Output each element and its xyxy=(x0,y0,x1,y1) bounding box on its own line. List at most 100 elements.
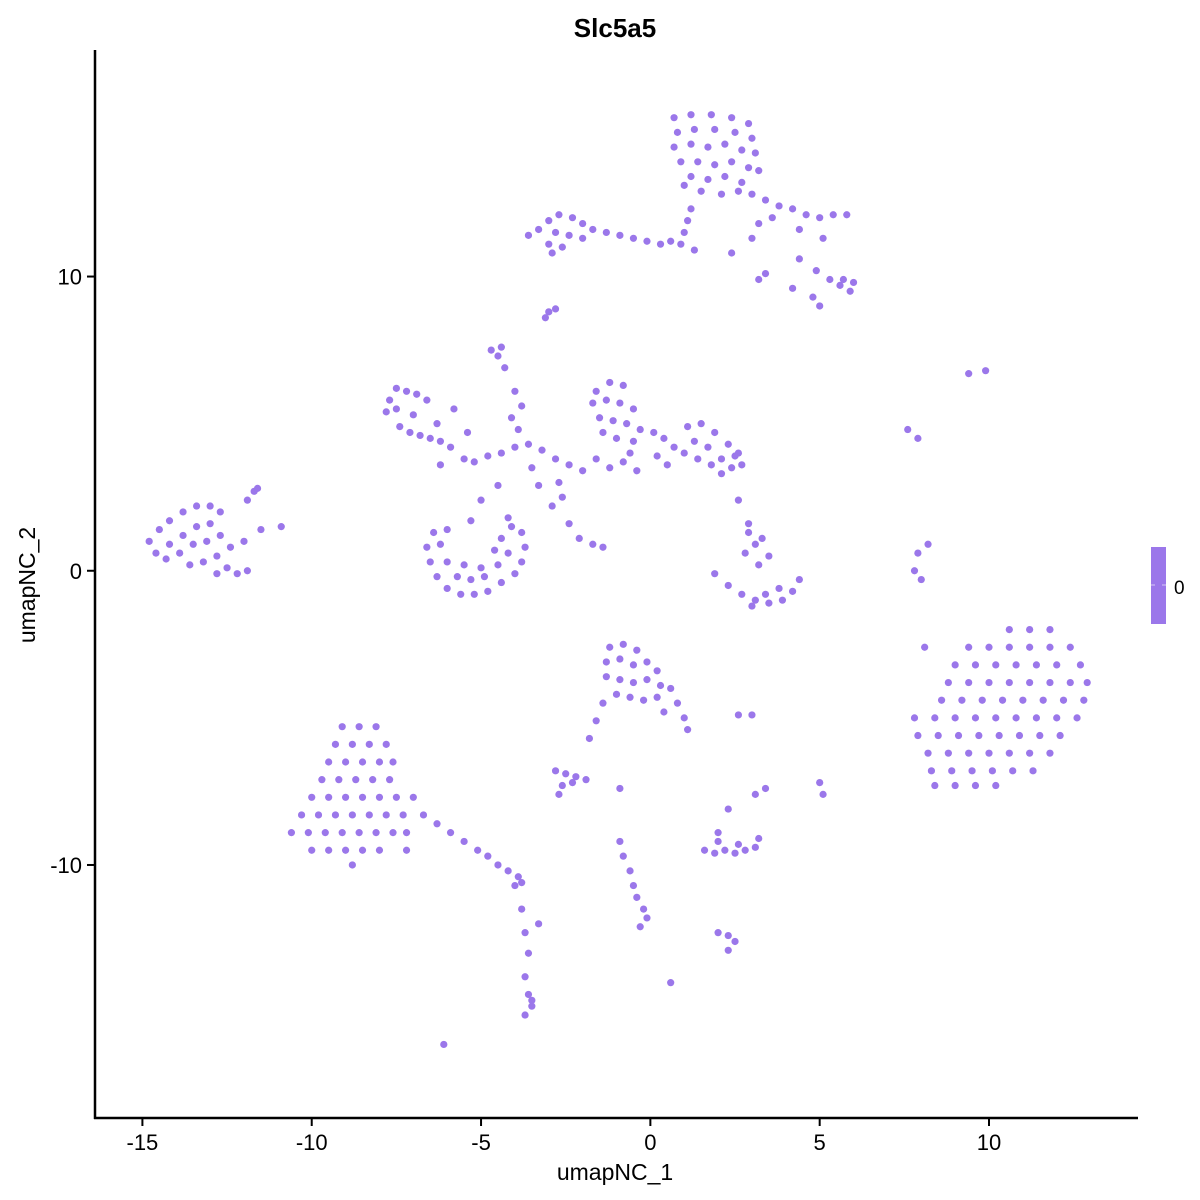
data-point xyxy=(348,861,356,869)
data-point xyxy=(355,723,363,731)
data-point xyxy=(829,211,837,219)
data-point xyxy=(914,731,922,740)
data-point xyxy=(697,420,705,428)
data-point xyxy=(467,517,475,525)
data-point xyxy=(1012,714,1020,722)
data-point xyxy=(748,711,756,719)
data-point xyxy=(934,731,942,740)
data-point xyxy=(457,590,465,598)
data-point xyxy=(548,249,556,257)
data-point xyxy=(673,699,682,707)
data-point xyxy=(338,829,346,837)
data-point xyxy=(924,540,932,548)
data-point xyxy=(734,496,743,504)
data-point xyxy=(998,696,1007,704)
data-point xyxy=(629,661,638,669)
data-point xyxy=(484,587,492,595)
data-point xyxy=(788,284,797,292)
data-point xyxy=(656,240,665,248)
data-point xyxy=(978,696,986,704)
data-point xyxy=(484,852,492,860)
data-point xyxy=(433,820,441,828)
data-point xyxy=(443,525,451,534)
data-point xyxy=(1026,643,1034,651)
data-point xyxy=(192,523,201,531)
data-point xyxy=(748,190,756,198)
data-point xyxy=(528,464,536,472)
data-point xyxy=(992,661,1000,669)
data-point xyxy=(325,758,333,766)
data-point xyxy=(728,464,736,472)
x-tick-label: 0 xyxy=(644,1130,656,1155)
data-point xyxy=(545,308,553,316)
data-point xyxy=(528,1002,536,1010)
data-point xyxy=(917,575,925,584)
data-point xyxy=(629,234,638,242)
data-point xyxy=(711,125,719,134)
data-point xyxy=(633,893,641,901)
data-point xyxy=(518,879,526,887)
x-tick-label: -10 xyxy=(296,1130,328,1155)
data-point xyxy=(744,119,753,128)
data-point xyxy=(1076,661,1085,669)
data-point xyxy=(619,852,627,860)
data-point xyxy=(145,537,153,545)
x-tick-label: 10 xyxy=(977,1130,1001,1155)
data-point xyxy=(643,914,651,922)
data-point xyxy=(358,793,367,801)
data-point xyxy=(704,175,712,184)
data-point xyxy=(165,540,174,548)
data-point xyxy=(629,678,638,687)
data-point xyxy=(653,693,661,701)
data-point xyxy=(914,434,922,442)
data-point xyxy=(423,396,431,404)
data-point xyxy=(331,740,340,748)
data-point xyxy=(616,231,624,239)
data-point xyxy=(714,837,722,846)
data-point xyxy=(538,446,546,454)
data-point xyxy=(416,431,424,440)
data-point xyxy=(985,749,993,757)
data-point xyxy=(562,770,570,778)
data-point xyxy=(558,493,566,501)
data-point xyxy=(430,528,438,537)
data-point xyxy=(816,778,824,787)
data-point xyxy=(507,523,516,531)
data-point xyxy=(440,1040,448,1049)
data-point xyxy=(761,784,770,793)
data-point xyxy=(744,520,753,528)
data-point xyxy=(192,502,201,510)
data-point xyxy=(937,696,946,704)
data-point xyxy=(460,455,468,463)
data-point xyxy=(521,929,529,937)
data-point xyxy=(297,811,306,819)
data-point xyxy=(724,440,732,448)
data-point xyxy=(626,449,634,457)
data-point xyxy=(690,125,698,134)
data-point xyxy=(477,496,485,504)
data-point xyxy=(443,558,451,566)
data-point xyxy=(1005,626,1013,634)
data-point xyxy=(971,661,980,669)
data-point xyxy=(704,143,712,151)
data-point xyxy=(724,805,732,813)
data-point xyxy=(629,881,638,890)
data-point xyxy=(1046,626,1054,634)
data-point xyxy=(1026,678,1034,687)
data-point xyxy=(653,452,661,460)
data-point xyxy=(243,496,251,504)
data-point xyxy=(335,776,343,784)
data-point xyxy=(1026,626,1034,634)
data-point xyxy=(318,776,326,784)
data-point xyxy=(1046,749,1054,757)
data-point xyxy=(677,158,685,166)
data-point xyxy=(382,408,390,416)
data-point xyxy=(541,314,549,322)
data-point xyxy=(609,417,617,425)
data-point xyxy=(463,428,472,437)
data-point xyxy=(660,434,668,442)
data-point xyxy=(504,549,512,557)
data-point xyxy=(616,837,624,846)
data-point xyxy=(819,790,827,798)
data-point xyxy=(755,275,763,284)
